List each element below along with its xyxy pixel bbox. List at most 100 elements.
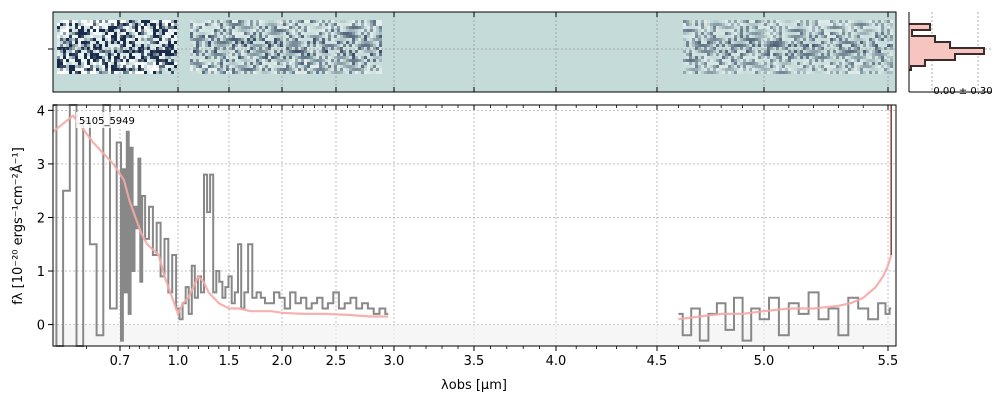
heatmap-cell xyxy=(135,47,138,50)
heatmap-cell xyxy=(238,35,241,38)
heatmap-cell xyxy=(214,41,217,44)
heatmap-cell xyxy=(75,35,78,38)
heatmap-cell xyxy=(295,47,298,50)
heatmap-cell xyxy=(872,23,875,26)
heatmap-cell xyxy=(881,47,884,50)
heatmap-cell xyxy=(692,23,695,26)
heatmap-cell xyxy=(830,56,833,59)
heatmap-cell xyxy=(337,26,340,29)
heatmap-cell xyxy=(99,38,102,41)
heatmap-cell xyxy=(695,41,698,44)
heatmap-cell xyxy=(788,20,791,23)
heatmap-cell xyxy=(707,65,710,68)
heatmap-cell xyxy=(168,71,171,74)
heatmap-cell xyxy=(809,47,812,50)
heatmap-cell xyxy=(307,53,310,56)
heatmap-cell xyxy=(298,29,301,32)
heatmap-cell xyxy=(193,32,196,35)
heatmap-cell xyxy=(728,47,731,50)
heatmap-cell xyxy=(860,38,863,41)
heatmap-cell xyxy=(93,50,96,53)
heatmap-cell xyxy=(268,68,271,71)
heatmap-cell xyxy=(713,29,716,32)
heatmap-cell xyxy=(349,23,352,26)
heatmap-cell xyxy=(370,68,373,71)
heatmap-cell xyxy=(96,47,99,50)
heatmap-cell xyxy=(728,56,731,59)
heatmap-cell xyxy=(229,59,232,62)
heatmap-cell xyxy=(740,56,743,59)
x-axis-label: λobs [μm] xyxy=(441,378,507,393)
heatmap-cell xyxy=(376,23,379,26)
heatmap-cell xyxy=(93,59,96,62)
heatmap-cell xyxy=(325,26,328,29)
heatmap-cell xyxy=(334,50,337,53)
heatmap-cell xyxy=(376,29,379,32)
heatmap-cell xyxy=(800,56,803,59)
heatmap-cell xyxy=(875,35,878,38)
spectrum-2d-cells xyxy=(57,20,893,74)
heatmap-cell xyxy=(866,62,869,65)
heatmap-cell xyxy=(271,71,274,74)
heatmap-cell xyxy=(809,26,812,29)
heatmap-cell xyxy=(232,47,235,50)
heatmap-cell xyxy=(379,59,382,62)
heatmap-cell xyxy=(355,53,358,56)
heatmap-cell xyxy=(147,68,150,71)
heatmap-cell xyxy=(884,62,887,65)
heatmap-cell xyxy=(773,65,776,68)
heatmap-cell xyxy=(746,47,749,50)
heatmap-cell xyxy=(755,38,758,41)
heatmap-cell xyxy=(722,53,725,56)
heatmap-cell xyxy=(794,38,797,41)
heatmap-cell xyxy=(93,71,96,74)
heatmap-cell xyxy=(704,35,707,38)
heatmap-cell xyxy=(147,53,150,56)
heatmap-cell xyxy=(69,50,72,53)
heatmap-cell xyxy=(884,41,887,44)
heatmap-cell xyxy=(773,50,776,53)
heatmap-cell xyxy=(108,29,111,32)
heatmap-cell xyxy=(153,20,156,23)
heatmap-cell xyxy=(301,50,304,53)
heatmap-cell xyxy=(788,41,791,44)
heatmap-cell xyxy=(313,29,316,32)
heatmap-cell xyxy=(845,32,848,35)
heatmap-cell xyxy=(250,23,253,26)
heatmap-cell xyxy=(174,23,177,26)
heatmap-cell xyxy=(165,53,168,56)
heatmap-cell xyxy=(704,41,707,44)
heatmap-cell xyxy=(349,71,352,74)
heatmap-cell xyxy=(758,65,761,68)
heatmap-cell xyxy=(361,20,364,23)
heatmap-cell xyxy=(346,65,349,68)
heatmap-cell xyxy=(57,32,60,35)
heatmap-cell xyxy=(66,65,69,68)
profile-label: 0.00 ± 0.30 xyxy=(933,86,992,97)
heatmap-cell xyxy=(75,38,78,41)
heatmap-cell xyxy=(295,65,298,68)
heatmap-cell xyxy=(367,26,370,29)
heatmap-cell xyxy=(352,44,355,47)
heatmap-cell xyxy=(301,38,304,41)
heatmap-cell xyxy=(884,26,887,29)
heatmap-cell xyxy=(340,53,343,56)
heatmap-cell xyxy=(196,20,199,23)
heatmap-cell xyxy=(854,62,857,65)
heatmap-cell xyxy=(193,59,196,62)
heatmap-cell xyxy=(295,50,298,53)
heatmap-cell xyxy=(277,41,280,44)
heatmap-cell xyxy=(277,47,280,50)
heatmap-cell xyxy=(286,65,289,68)
heatmap-cell xyxy=(695,23,698,26)
heatmap-cell xyxy=(202,26,205,29)
heatmap-cell xyxy=(84,35,87,38)
heatmap-cell xyxy=(102,62,105,65)
heatmap-cell xyxy=(815,56,818,59)
heatmap-cell xyxy=(190,44,193,47)
heatmap-cell xyxy=(707,26,710,29)
heatmap-cell xyxy=(683,47,686,50)
heatmap-cell xyxy=(707,59,710,62)
heatmap-cell xyxy=(96,44,99,47)
heatmap-cell xyxy=(190,32,193,35)
